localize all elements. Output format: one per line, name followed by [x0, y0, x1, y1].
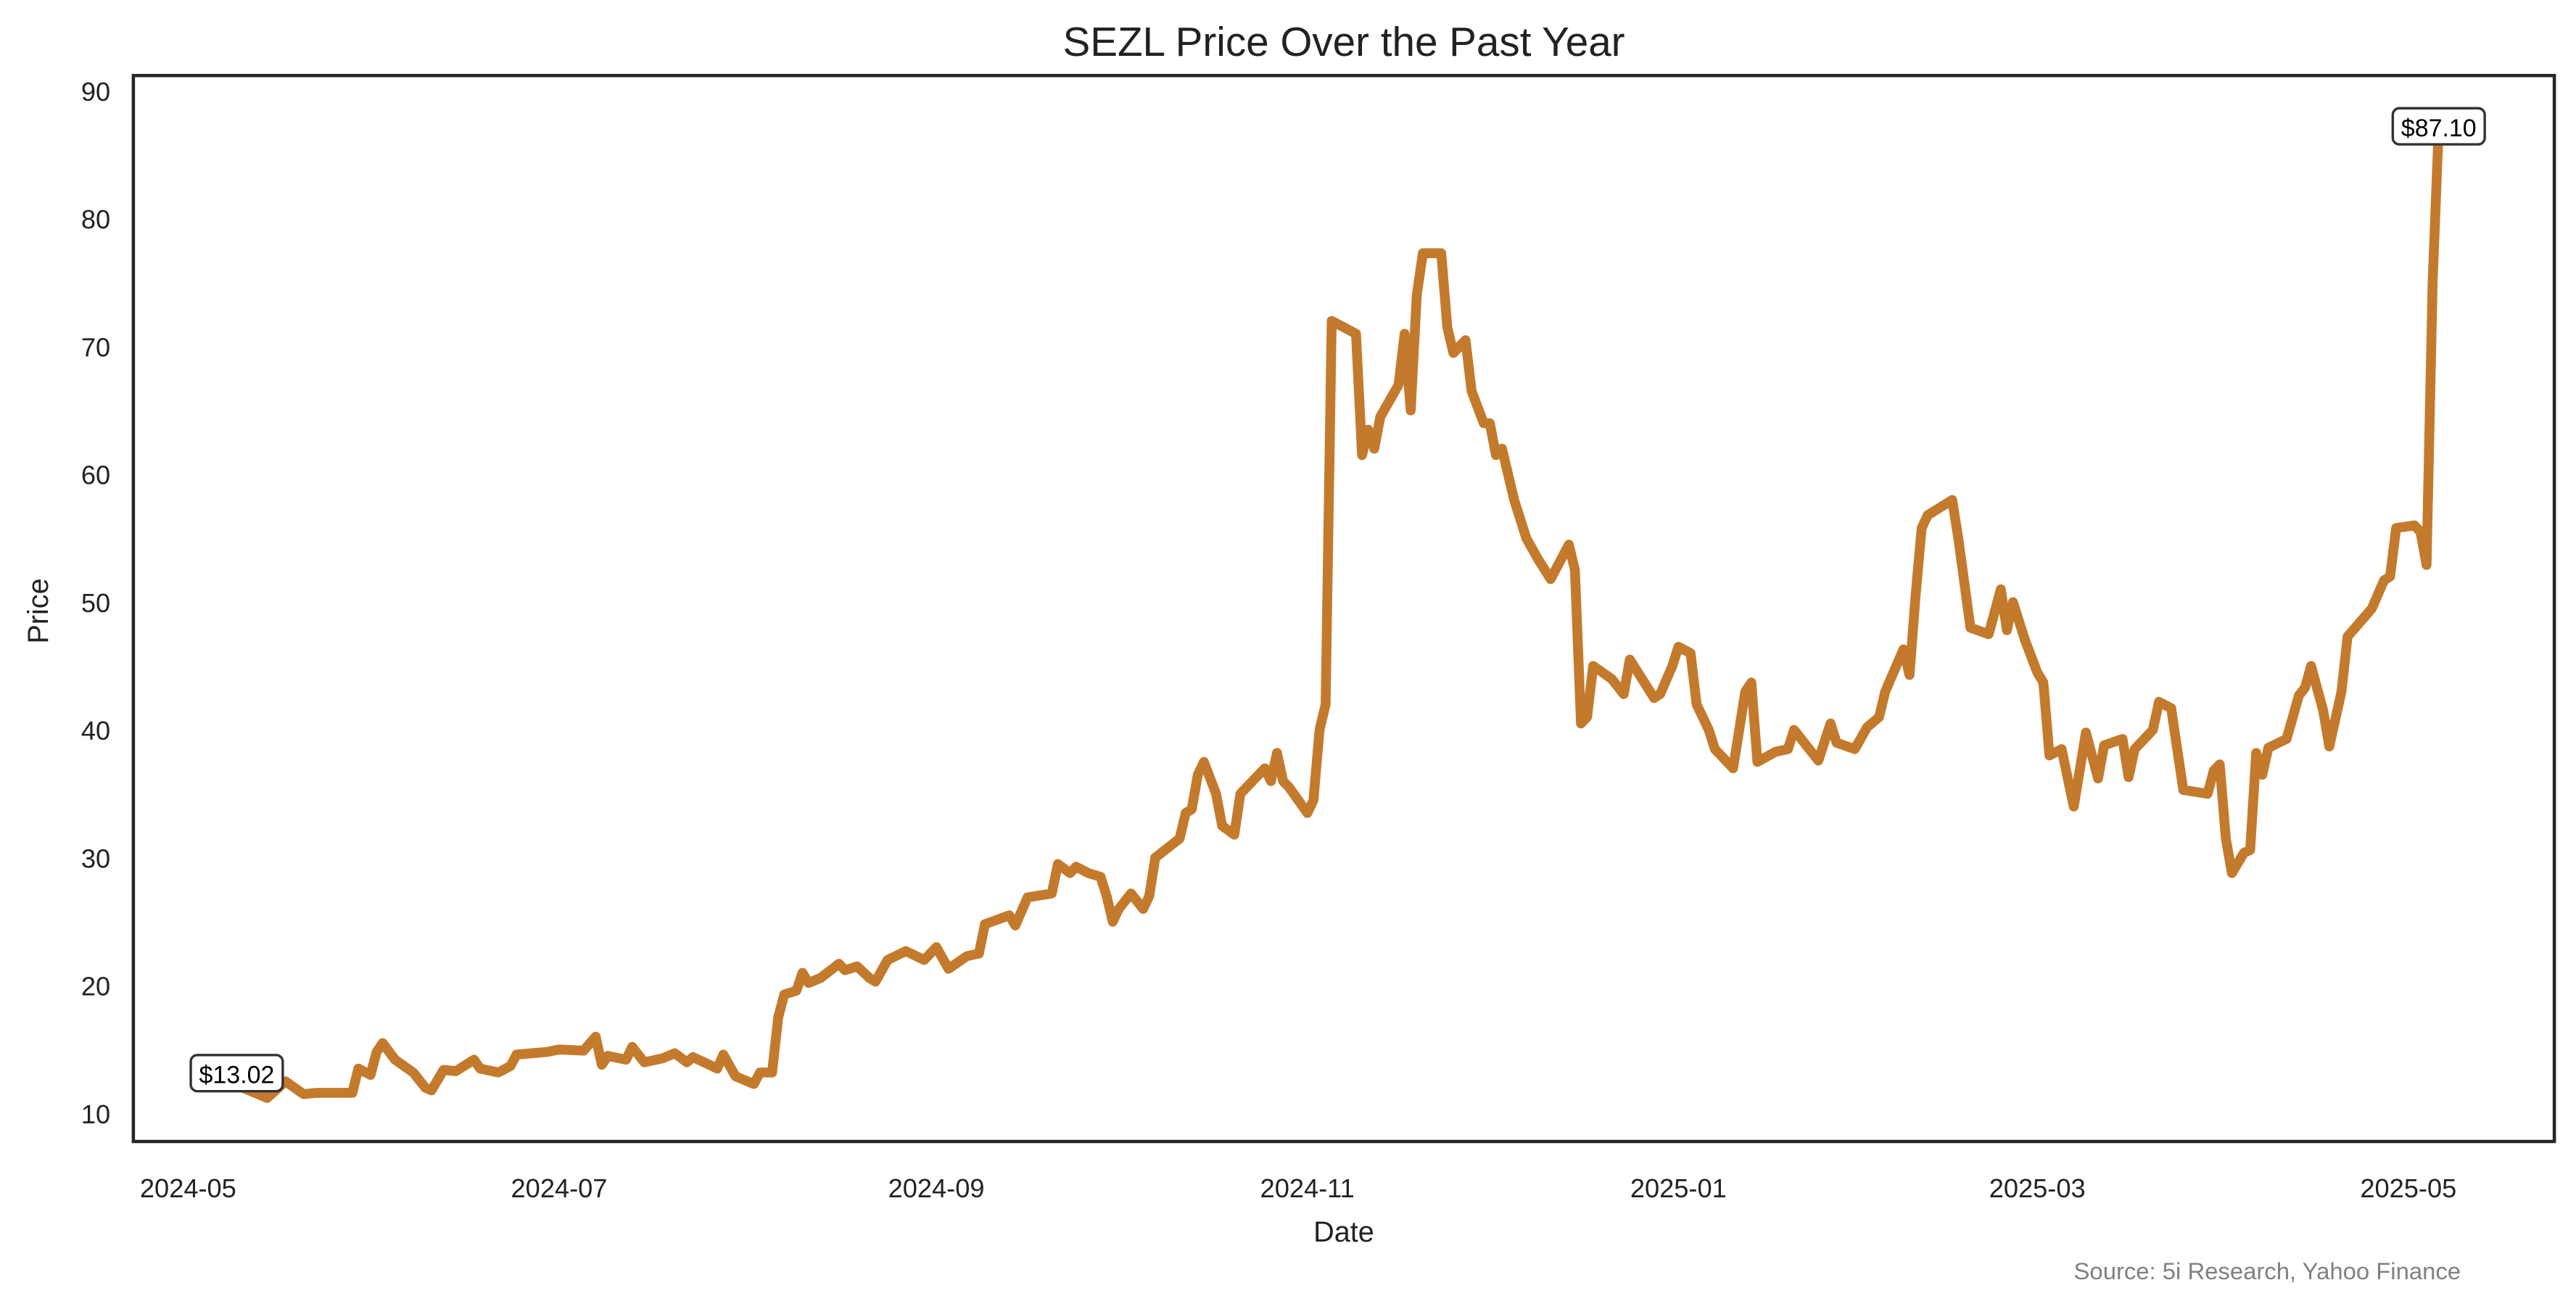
- y-tick-label: 20: [81, 972, 110, 1002]
- y-tick-label: 50: [81, 588, 110, 618]
- y-tick-label: 30: [81, 843, 110, 873]
- y-tick-label: 60: [81, 461, 110, 490]
- annotation-box: [189, 1054, 284, 1093]
- x-axis-label: Date: [1313, 1216, 1374, 1248]
- price-series-line: [231, 123, 2444, 1103]
- x-tick-label: 2025-03: [1989, 1173, 2086, 1203]
- annotation-label: $13.02: [199, 1061, 275, 1089]
- y-tick-label: 80: [81, 205, 110, 234]
- x-tick-label: 2024-11: [1260, 1173, 1355, 1203]
- x-tick-label: 2024-09: [888, 1173, 985, 1203]
- source-note: Source: 5i Research, Yahoo Finance: [2074, 1258, 2461, 1284]
- x-tick-label: 2025-05: [2360, 1173, 2456, 1203]
- chart-title: SEZL Price Over the Past Year: [1062, 19, 1625, 65]
- x-tick-label: 2025-01: [1630, 1173, 1727, 1203]
- y-tick-label: 10: [81, 1099, 110, 1129]
- annotation-box: [2391, 107, 2486, 146]
- price-annotation: $87.10: [2391, 107, 2486, 146]
- x-tick-label: 2024-07: [511, 1173, 608, 1203]
- y-tick-label: 90: [81, 77, 110, 107]
- price-annotation: $13.02: [189, 1054, 284, 1093]
- y-axis-label: Price: [22, 578, 54, 643]
- plot-frame: [131, 73, 2556, 1144]
- annotation-label: $87.10: [2401, 115, 2477, 142]
- y-tick-label: 40: [81, 716, 110, 746]
- annotations: $13.02 $87.10: [189, 107, 2486, 1093]
- y-tick-label: 70: [81, 332, 110, 362]
- x-axis-ticks: 2024-05 2024-07 2024-09 2024-11 2025-01 2025-…: [140, 1173, 2456, 1203]
- y-axis-ticks: 10 20 30 40 50 60 70 80 90: [81, 77, 110, 1129]
- x-tick-label: 2024-05: [140, 1173, 236, 1203]
